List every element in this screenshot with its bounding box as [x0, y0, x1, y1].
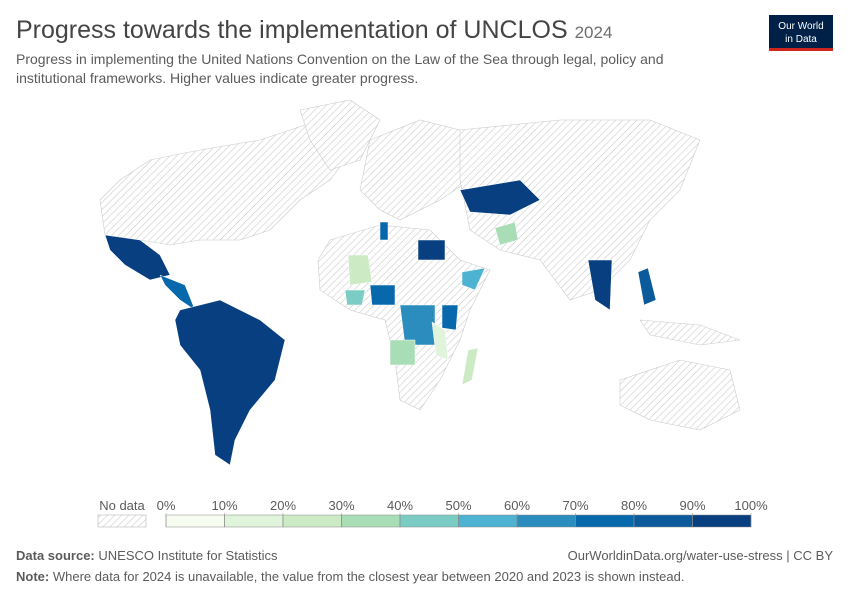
logo-bar: [769, 48, 833, 51]
source-label: Data source:: [16, 548, 95, 563]
note: Note: Where data for 2024 is unavailable…: [16, 569, 684, 584]
source-text: UNESCO Institute for Statistics: [98, 548, 278, 563]
land: [299, 99, 381, 171]
legend-tick-label: 20%: [270, 498, 296, 513]
country: [637, 267, 657, 306]
country: [431, 321, 449, 361]
url: OurWorldinData.org/water-use-stress | CC…: [568, 548, 834, 563]
logo-box: [769, 15, 833, 50]
source: Data source: UNESCO Institute for Statis…: [16, 548, 278, 563]
legend-tick-label: 30%: [328, 498, 354, 513]
note-label: Note:: [16, 569, 49, 584]
no-data-label: No data: [99, 498, 145, 513]
subtitle: Progress in implementing the United Nati…: [16, 51, 664, 86]
country: [389, 339, 416, 366]
logo-line: in Data: [785, 34, 817, 45]
land: [459, 119, 701, 301]
country: [459, 179, 541, 216]
country: [587, 259, 613, 311]
legend: No data 0% 10% 20% 30% 40% 50% 60% 70% 80% 90% 100…: [97, 498, 768, 528]
legend-bin: [633, 514, 693, 528]
legend-tick-label: 10%: [211, 498, 237, 513]
legend-tick-label: 80%: [621, 498, 647, 513]
land: [639, 319, 741, 346]
country: [369, 284, 396, 306]
legend-bin: [341, 514, 401, 528]
title-year: 2024: [575, 23, 613, 42]
map: [99, 99, 741, 466]
country: [174, 299, 286, 466]
legend-bin: [516, 514, 576, 528]
country: [399, 304, 436, 346]
legend-tick-label: 70%: [562, 498, 588, 513]
legend-tick-label: 100%: [734, 498, 768, 513]
legend-bin: [165, 514, 225, 528]
legend-tick-label: 40%: [387, 498, 413, 513]
title: Progress towards the implementation of U…: [16, 16, 612, 44]
title-text: Progress towards the implementation of U…: [16, 16, 568, 44]
legend-tick-label: 90%: [679, 498, 705, 513]
country: [461, 267, 486, 291]
country: [461, 347, 479, 386]
no-data-swatch: [97, 514, 147, 528]
country: [379, 221, 389, 241]
legend-tick-label: 0%: [157, 498, 176, 513]
country: [441, 304, 459, 331]
legend-bin: [575, 514, 635, 528]
legend-bin: [224, 514, 284, 528]
land: [99, 119, 361, 246]
land: [359, 119, 471, 221]
logo: Our World in Data: [769, 15, 833, 51]
legend-bin: [692, 514, 752, 528]
legend-bin: [458, 514, 518, 528]
land: [619, 359, 741, 431]
country: [494, 221, 519, 246]
country: [344, 289, 366, 306]
legend-bin: [399, 514, 459, 528]
legend-tick-label: 60%: [504, 498, 530, 513]
subtitle-box: Progress in implementing the United Nati…: [16, 51, 664, 86]
note-text: Where data for 2024 is unavailable, the …: [53, 569, 685, 584]
legend-bin: [282, 514, 342, 528]
country: [417, 239, 446, 261]
country: [159, 274, 196, 311]
country: [104, 234, 171, 281]
country: [347, 254, 373, 286]
logo-line: Our World: [778, 21, 823, 32]
legend-tick-label: 50%: [445, 498, 471, 513]
